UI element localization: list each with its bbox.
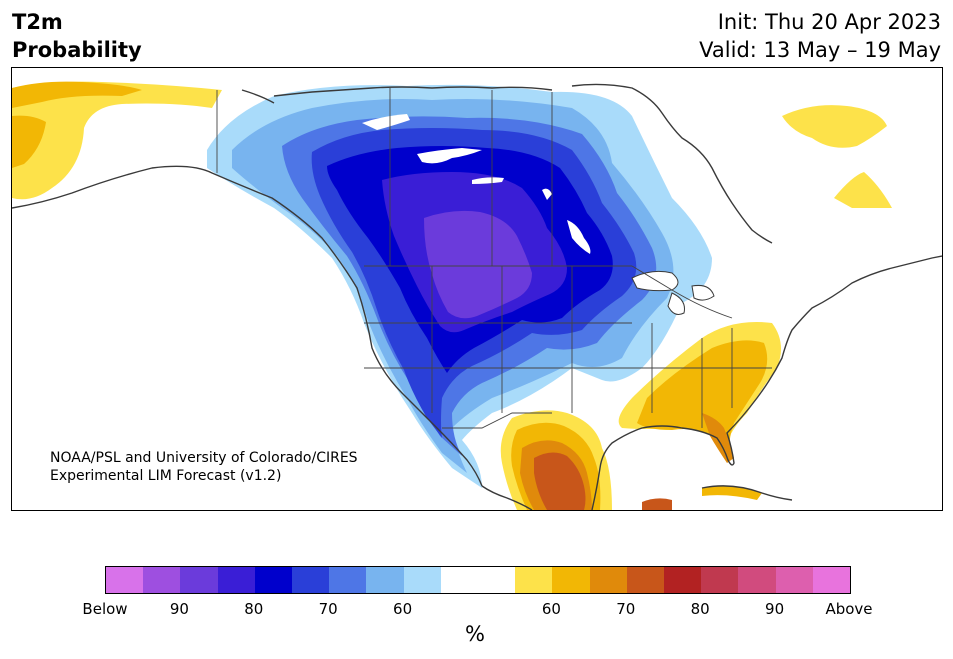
coastlines xyxy=(12,83,942,510)
forecast-dates: Init: Thu 20 Apr 2023 Valid: 13 May – 19… xyxy=(699,8,941,64)
valid-date: Valid: 13 May – 19 May xyxy=(699,38,941,62)
yucatan-above-75-region xyxy=(642,498,672,510)
greenland-above-60-region xyxy=(782,105,887,148)
credit-line-2: Experimental LIM Forecast (v1.2) xyxy=(50,468,282,484)
colorbar-segment xyxy=(180,567,218,593)
colorbar-segment xyxy=(589,567,627,593)
colorbar-tick-label: 70 xyxy=(318,600,338,618)
alaska-above-60-region xyxy=(12,81,222,200)
colorbar-tick-label: 60 xyxy=(541,600,561,618)
colorbar-tick-label: 80 xyxy=(690,600,710,618)
colorbar-segment xyxy=(812,567,851,593)
credit-line-1: NOAA/PSL and University of Colorado/CIRE… xyxy=(50,450,358,466)
colorbar-segment xyxy=(143,567,181,593)
lake-athabasca xyxy=(472,177,504,184)
colorbar-segment xyxy=(366,567,404,593)
lake-winnipeg xyxy=(542,188,591,254)
colorbar-segment xyxy=(664,567,702,593)
colorbar-tick-label: Above xyxy=(825,600,873,618)
political-borders xyxy=(216,88,772,429)
colorbar-tick-label: 70 xyxy=(616,600,636,618)
probability-colorbar xyxy=(105,566,851,594)
colorbar-segment xyxy=(254,567,293,593)
colorbar-segment xyxy=(626,567,665,593)
title-line-1: T2m xyxy=(12,10,63,34)
map-credit: NOAA/PSL and University of Colorado/CIRE… xyxy=(50,449,358,485)
colorbar-tick-labels: Below 90 80 70 60 60 70 80 90 Above xyxy=(82,600,872,620)
colorbar-segment xyxy=(515,567,553,593)
colorbar-segment xyxy=(292,567,330,593)
colorbar-segment xyxy=(329,567,367,593)
colorbar-tick-label: 90 xyxy=(169,600,189,618)
colorbar-tick-label: 60 xyxy=(393,600,413,618)
great-lakes xyxy=(631,270,715,315)
map-panel: NOAA/PSL and University of Colorado/CIRE… xyxy=(11,67,943,511)
cold-below-90-region xyxy=(424,210,532,319)
colorbar-unit-label: % xyxy=(465,622,485,646)
great-slave-lake xyxy=(362,114,410,130)
alaska-above-65-region xyxy=(12,81,142,168)
colorbar-segment xyxy=(440,567,479,593)
colorbar-segment xyxy=(775,567,813,593)
colorbar-tick-label: 80 xyxy=(244,600,264,618)
init-date: Init: Thu 20 Apr 2023 xyxy=(717,10,941,34)
title-line-2: Probability xyxy=(12,38,142,62)
southeast-above-70-region xyxy=(702,413,734,463)
north-america-map xyxy=(12,68,942,510)
cuba-above-65-region xyxy=(702,485,762,500)
mexico-above-75-region xyxy=(534,452,586,510)
colorbar-segment xyxy=(217,567,255,593)
map-title: T2m Probability xyxy=(12,8,142,64)
colorbar-tick-label: 90 xyxy=(765,600,785,618)
labrador-above-60-region xyxy=(834,172,892,208)
colorbar-segment xyxy=(478,567,516,593)
colorbar-segment xyxy=(106,567,144,593)
colorbar-segment xyxy=(403,567,441,593)
colorbar-tick-label: Below xyxy=(82,600,128,618)
great-bear-lake xyxy=(417,148,482,164)
colorbar-segment xyxy=(738,567,776,593)
colorbar-segment xyxy=(701,567,739,593)
colorbar-segment xyxy=(552,567,590,593)
